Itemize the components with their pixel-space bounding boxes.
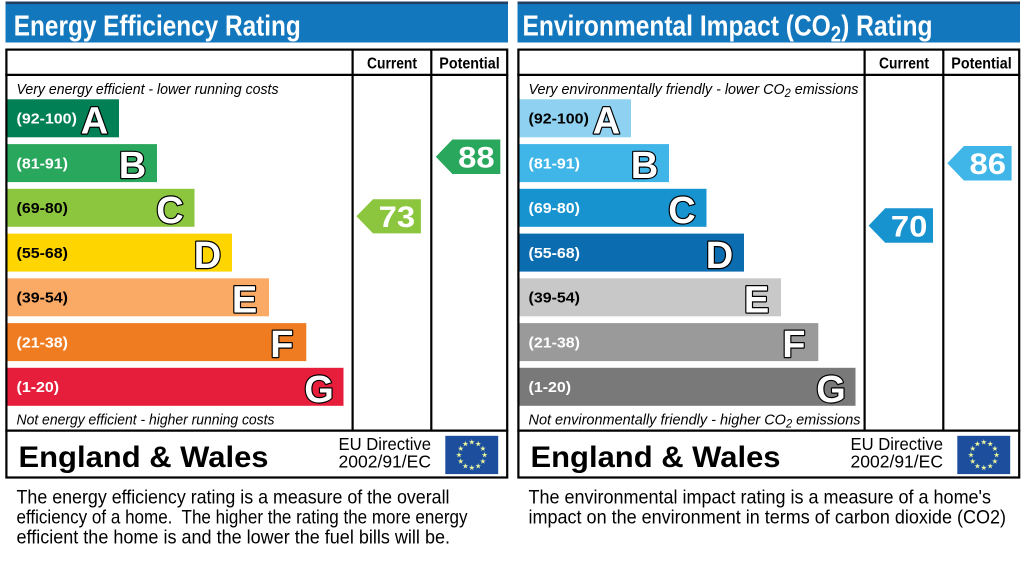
svg-text:(1-20): (1-20) bbox=[17, 379, 60, 396]
svg-text:England & Wales: England & Wales bbox=[531, 441, 781, 474]
svg-text:Not energy efficient - higher: Not energy efficient - higher running co… bbox=[17, 412, 275, 429]
svg-text:2002/91/EC: 2002/91/EC bbox=[851, 452, 944, 472]
svg-text:(69-80): (69-80) bbox=[17, 200, 69, 217]
svg-text:D: D bbox=[706, 235, 733, 277]
svg-text:E: E bbox=[744, 280, 769, 322]
svg-text:(21-38): (21-38) bbox=[17, 334, 69, 351]
svg-text:(92-100): (92-100) bbox=[17, 111, 77, 128]
svg-text:73: 73 bbox=[379, 201, 416, 234]
svg-text:(55-68): (55-68) bbox=[17, 245, 69, 262]
svg-text:The energy efficiency rating i: The energy efficiency rating is a measur… bbox=[17, 487, 450, 509]
svg-text:EU Directive: EU Directive bbox=[339, 434, 432, 454]
svg-text:efficiency of a home. The hig: efficiency of a home. The higher the rat… bbox=[17, 507, 468, 529]
svg-text:2002/91/EC: 2002/91/EC bbox=[339, 452, 432, 472]
svg-text:Potential: Potential bbox=[951, 55, 1011, 72]
svg-text:(81-91): (81-91) bbox=[17, 155, 69, 172]
svg-text:Current: Current bbox=[879, 55, 929, 72]
svg-text:B: B bbox=[631, 145, 658, 187]
svg-text:The environmental impact ratin: The environmental impact rating is a mea… bbox=[529, 487, 992, 509]
svg-text:E: E bbox=[232, 280, 257, 322]
svg-text:(92-100): (92-100) bbox=[529, 111, 589, 128]
svg-text:impact on the environment in t: impact on the environment in terms of ca… bbox=[529, 507, 1007, 529]
svg-text:F: F bbox=[270, 324, 293, 366]
svg-text:(1-20): (1-20) bbox=[529, 379, 572, 396]
svg-text:G: G bbox=[816, 369, 846, 411]
svg-text:Potential: Potential bbox=[439, 55, 499, 72]
svg-text:(81-91): (81-91) bbox=[529, 155, 581, 172]
svg-text:(39-54): (39-54) bbox=[529, 290, 581, 307]
svg-text:Not environmentally friendly -: Not environmentally friendly - higher CO… bbox=[529, 412, 861, 431]
svg-text:(55-68): (55-68) bbox=[529, 245, 581, 262]
svg-text:88: 88 bbox=[458, 142, 495, 175]
svg-text:D: D bbox=[194, 235, 221, 277]
svg-text:efficient the home is and the: efficient the home is and the lower the … bbox=[17, 527, 451, 549]
svg-text:C: C bbox=[668, 190, 695, 232]
svg-text:(39-54): (39-54) bbox=[17, 290, 69, 307]
svg-text:F: F bbox=[782, 324, 805, 366]
svg-text:70: 70 bbox=[891, 211, 928, 244]
svg-text:Very environmentally friendly: Very environmentally friendly - lower CO… bbox=[529, 81, 859, 100]
svg-text:B: B bbox=[119, 145, 146, 187]
svg-text:Energy Efficiency Rating: Energy Efficiency Rating bbox=[14, 11, 301, 43]
svg-text:England & Wales: England & Wales bbox=[19, 441, 269, 474]
svg-text:A: A bbox=[593, 101, 620, 143]
svg-text:C: C bbox=[156, 190, 183, 232]
svg-text:Current: Current bbox=[367, 55, 417, 72]
svg-text:G: G bbox=[304, 369, 334, 411]
svg-text:Very energy efficient - lower: Very energy efficient - lower running co… bbox=[17, 81, 279, 98]
svg-text:Environmental Impact (CO2) Rat: Environmental Impact (CO2) Rating bbox=[523, 11, 933, 47]
svg-text:EU Directive: EU Directive bbox=[851, 434, 944, 454]
svg-text:(21-38): (21-38) bbox=[529, 334, 581, 351]
svg-text:86: 86 bbox=[970, 148, 1007, 181]
svg-text:A: A bbox=[81, 101, 108, 143]
svg-text:(69-80): (69-80) bbox=[529, 200, 581, 217]
